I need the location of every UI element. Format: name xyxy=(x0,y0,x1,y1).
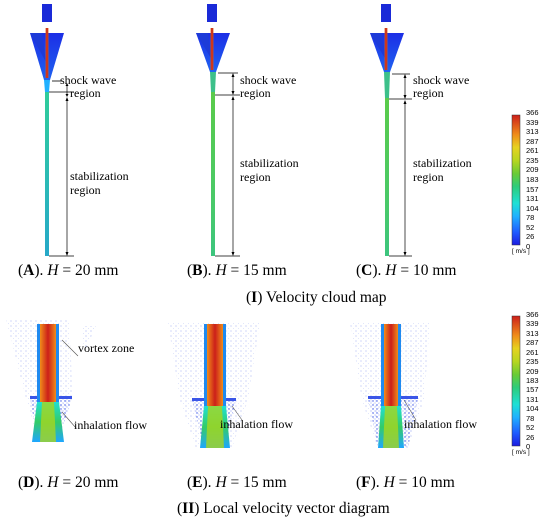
colorbar-bottom-tick-52: 52 xyxy=(526,423,535,433)
colorbar-bottom-tick-366: 366 xyxy=(526,310,539,319)
caption-f: (F). H = 10 mm xyxy=(356,474,455,491)
section-i-title: (I) Velocity cloud map xyxy=(246,289,387,306)
section-ii-title: (II) Local velocity vector diagram xyxy=(177,500,390,517)
panel-e-vectors xyxy=(168,322,260,448)
stabilization-label-b: stabilization xyxy=(240,156,299,170)
panel-a-cloud xyxy=(30,4,74,257)
panel-d-vectors xyxy=(6,320,96,442)
stabilization-label-a: stabilization xyxy=(70,169,129,183)
colorbar-bottom-tick-78: 78 xyxy=(526,413,535,423)
colorbar-bottom-tick-26: 26 xyxy=(526,432,535,442)
colorbar-top-tick-183: 183 xyxy=(526,175,539,184)
colorbar-top xyxy=(511,114,521,246)
shock-wave-label-b: shock wave xyxy=(240,73,297,87)
colorbar-top-tick-104: 104 xyxy=(526,203,539,213)
shock-wave-region-b: region xyxy=(240,86,271,100)
colorbar-bottom-tick-104: 104 xyxy=(526,404,539,414)
colorbar-top-tick-261: 261 xyxy=(526,146,539,156)
colorbar-bottom-tick-261: 261 xyxy=(526,347,539,357)
colorbar-bottom-tick-157: 157 xyxy=(526,385,539,395)
inhalation-label-e: inhalation flow xyxy=(220,417,293,431)
colorbar-top-tick-287: 287 xyxy=(526,136,539,146)
panel-f-vectors xyxy=(350,322,430,448)
panel-b-cloud xyxy=(196,4,240,257)
stabilization-region-b: region xyxy=(240,170,271,184)
colorbar-bottom-tick-313: 313 xyxy=(526,328,539,338)
colorbar-top-tick-131: 131 xyxy=(526,194,539,204)
shock-wave-region-a: region xyxy=(70,86,101,100)
colorbar-top-unit: [ m/s ] xyxy=(512,248,530,255)
colorbar-top-tick-26: 26 xyxy=(526,232,535,242)
inhalation-label-f: inhalation flow xyxy=(404,417,477,431)
colorbar-bottom-unit: [ m/s ] xyxy=(512,449,530,456)
colorbar-top-tick-339: 339 xyxy=(526,117,539,127)
caption-d: (D). H = 20 mm xyxy=(18,474,119,491)
colorbar-bottom-tick-0: 0 xyxy=(526,442,531,451)
shock-wave-label-c: shock wave xyxy=(413,73,470,87)
colorbar-bottom xyxy=(511,315,521,447)
colorbar-bottom-tick-131: 131 xyxy=(526,394,539,404)
colorbar-top-tick-0: 0 xyxy=(526,242,531,251)
vortex-zone-label: vortex zone xyxy=(78,341,135,355)
colorbar-top-tick-78: 78 xyxy=(526,213,535,223)
shock-wave-region-c: region xyxy=(413,86,444,100)
stabilization-label-c: stabilization xyxy=(413,156,472,170)
caption-c: (C). H = 10 mm xyxy=(356,262,457,279)
colorbar-bottom-tick-235: 235 xyxy=(526,357,539,367)
colorbar-top-tick-157: 157 xyxy=(526,184,539,194)
colorbar-top-tick-313: 313 xyxy=(526,127,539,137)
caption-a: (A). H = 20 mm xyxy=(18,262,119,279)
inhalation-label-d: inhalation flow xyxy=(74,418,147,432)
caption-b: (B). H = 15 mm xyxy=(187,262,287,279)
stabilization-region-c: region xyxy=(413,170,444,184)
colorbar-bottom-tick-339: 339 xyxy=(526,319,539,329)
colorbar-bottom-tick-209: 209 xyxy=(526,366,539,376)
colorbar-top-tick-235: 235 xyxy=(526,155,539,165)
shock-wave-label-a: shock wave xyxy=(60,73,117,87)
colorbar-bottom-tick-183: 183 xyxy=(526,376,539,385)
colorbar-bottom-tick-287: 287 xyxy=(526,338,539,348)
stabilization-region-a: region xyxy=(70,183,101,197)
panel-c-cloud xyxy=(370,4,412,257)
caption-e: (E). H = 15 mm xyxy=(187,474,287,491)
colorbar-top-tick-366: 366 xyxy=(526,108,539,117)
colorbar-top-tick-209: 209 xyxy=(526,165,539,175)
colorbar-top-tick-52: 52 xyxy=(526,222,535,232)
